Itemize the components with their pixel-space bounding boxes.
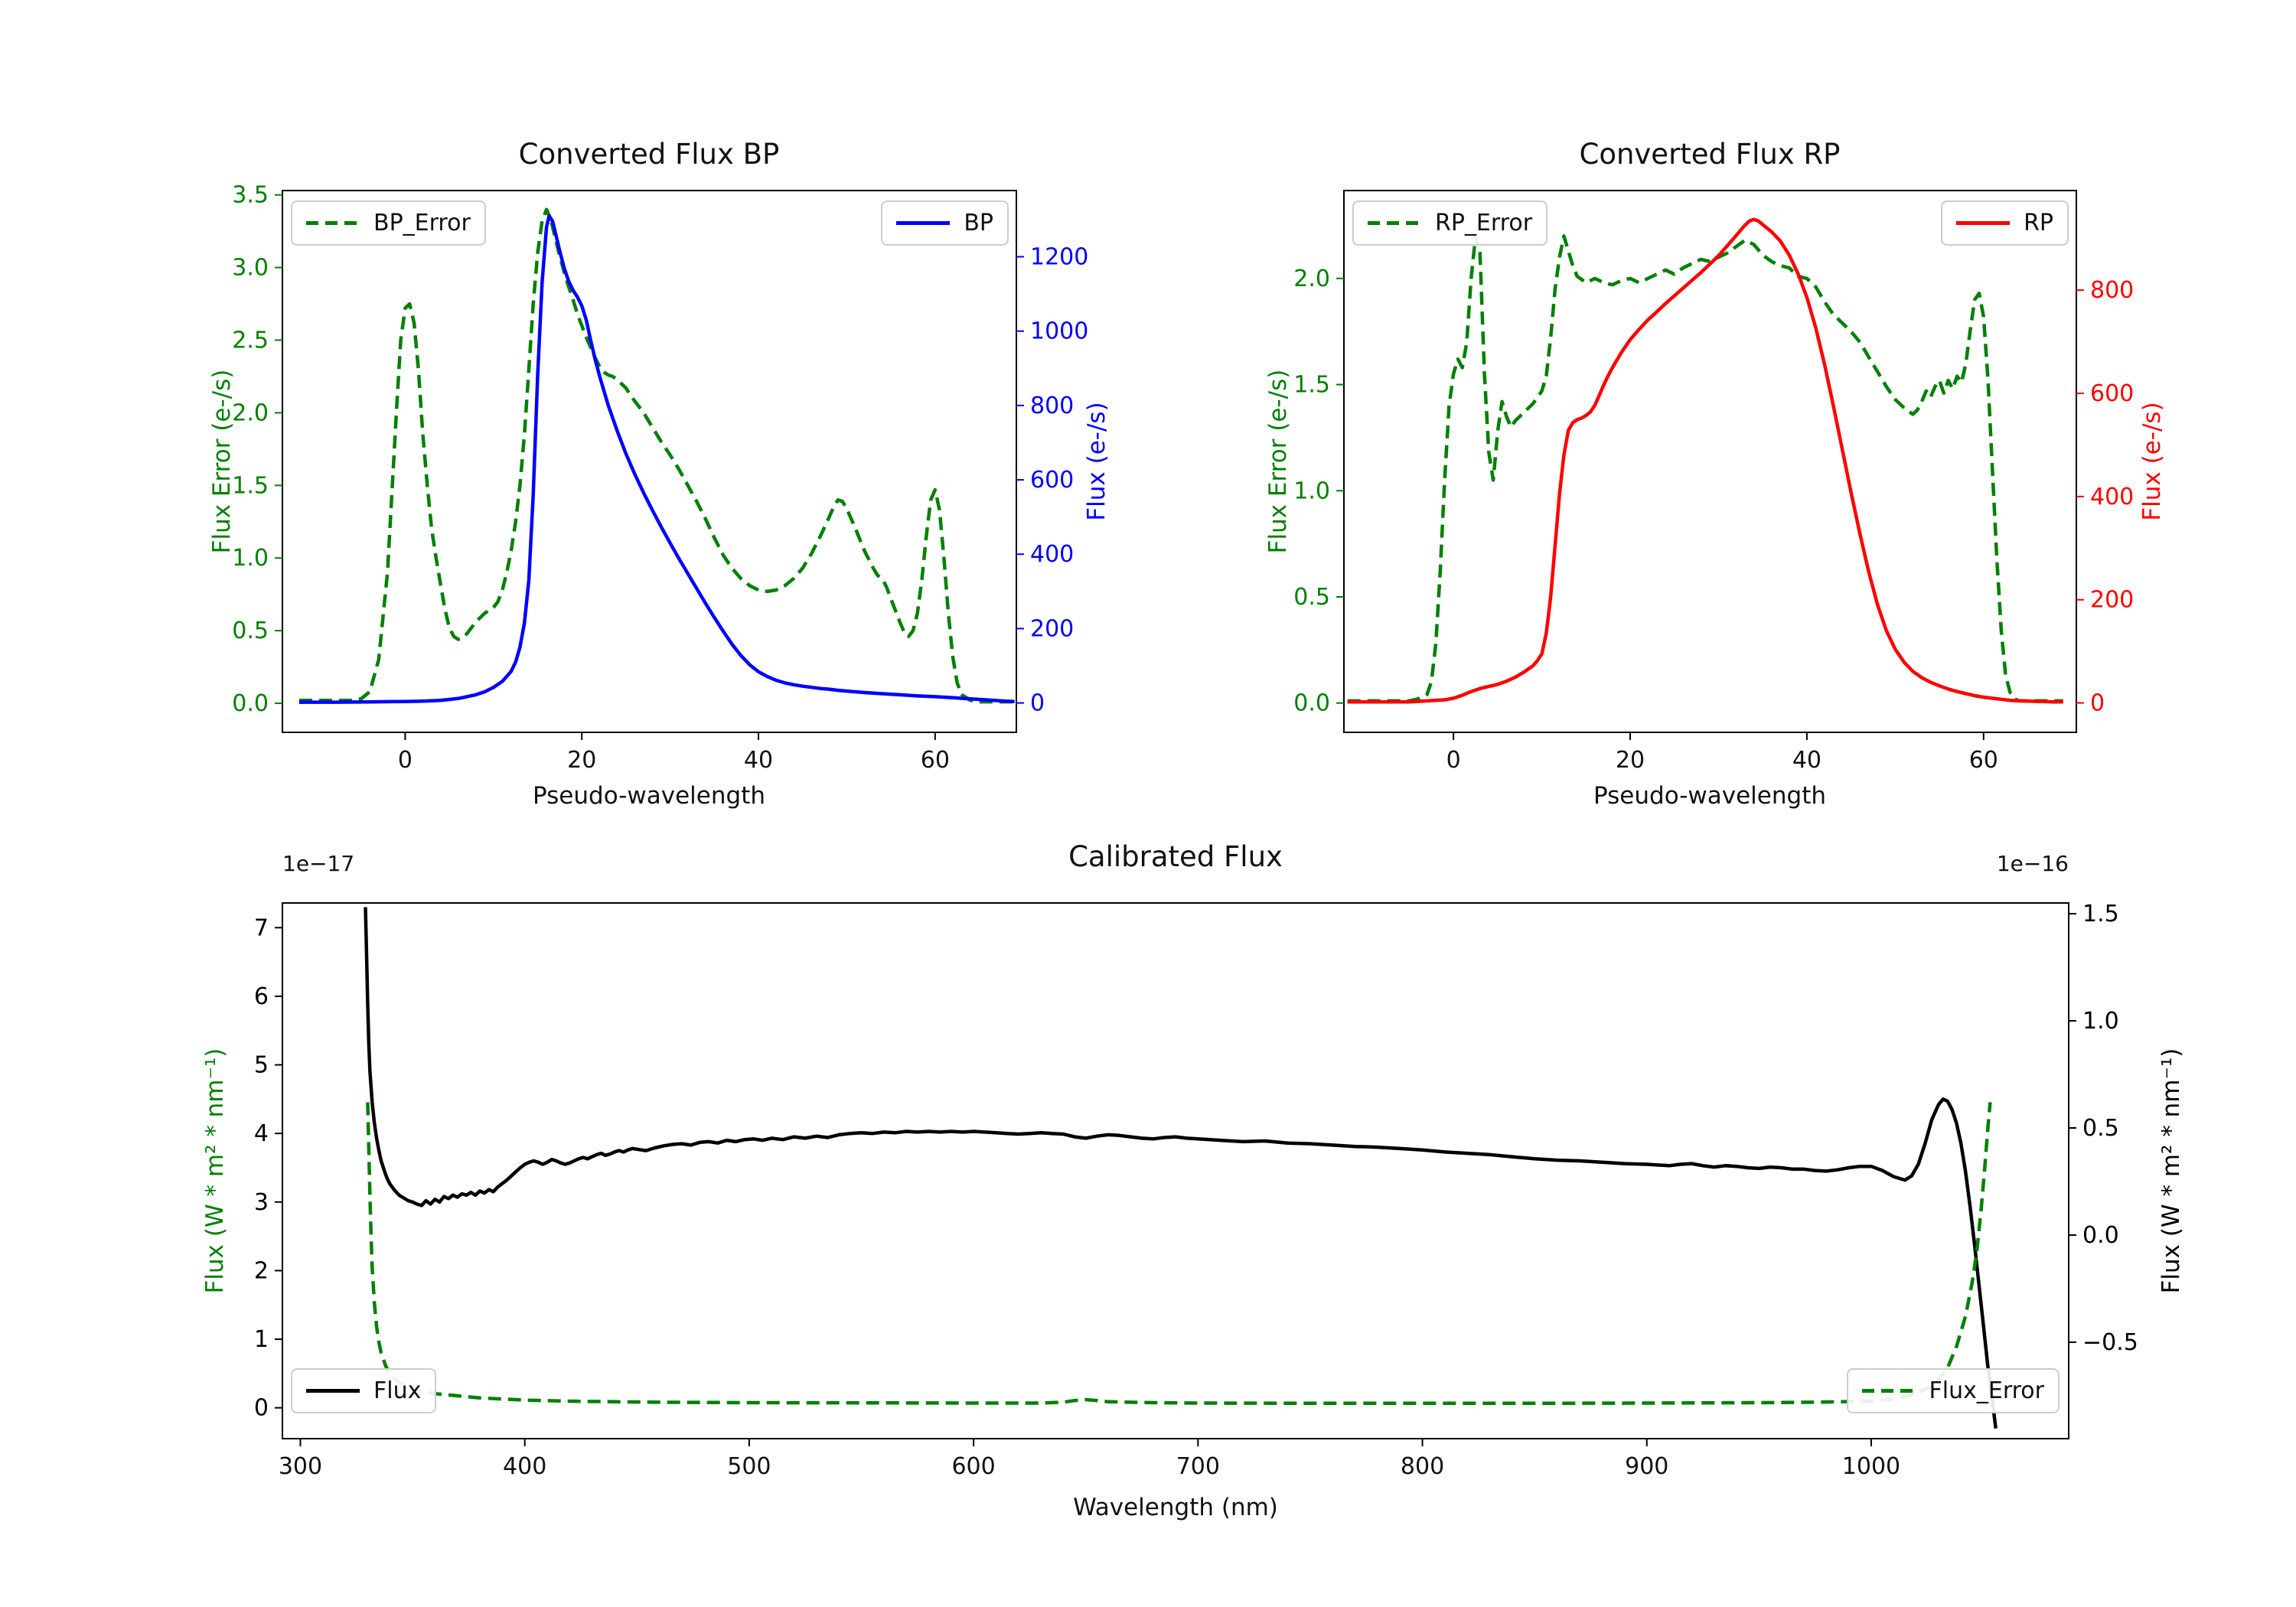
rp-left-y-tick-label: 0.0 — [1293, 690, 1330, 717]
bp-left-y-tick-label: 1.0 — [232, 545, 269, 572]
cal-left-offset-text: 1e−17 — [282, 851, 355, 876]
rp-right-y-tick-label: 0 — [2090, 690, 2105, 717]
bp-error-legend-line-icon — [306, 221, 360, 225]
flux-legend-line-icon — [306, 1389, 360, 1393]
rp-x-tick-label: 0 — [1446, 747, 1461, 774]
bp-right-y-tick-label: 400 — [1030, 541, 1074, 568]
cal-right-y-tick-label: 1.0 — [2082, 1008, 2119, 1035]
rp-left-y-tick-label: 2.0 — [1293, 266, 1330, 292]
cal-right-y-tick-label: 1.5 — [2082, 901, 2119, 927]
series-line-flux_error — [366, 1102, 1992, 1406]
cal-x-tick-label: 300 — [279, 1453, 322, 1480]
rp-error-legend: RP_Error — [1352, 200, 1548, 246]
bp-right-y-tick-label: 1000 — [1030, 318, 1088, 345]
rp-error-legend-line-icon — [1368, 221, 1421, 225]
cal-left-y-tick-label: 0 — [254, 1395, 269, 1422]
rp-right-y-tick-label: 800 — [2090, 277, 2134, 304]
bp-error-legend-label: BP_Error — [373, 210, 471, 236]
cal-left-y-tick-label: 2 — [254, 1257, 269, 1284]
cal-right-y-tick-label: −0.5 — [2082, 1329, 2138, 1356]
flux-error-legend-label: Flux_Error — [1929, 1377, 2044, 1404]
cal-xlabel: Wavelength (nm) — [1073, 1494, 1278, 1521]
rp-legend: RP — [1941, 200, 2069, 246]
series-line-rp — [1347, 217, 2063, 704]
cal-left-y-tick-label: 4 — [254, 1120, 269, 1147]
cal-x-tick-label: 600 — [951, 1453, 995, 1480]
cal-x-tick-label: 400 — [503, 1453, 546, 1480]
series-line-rp_error — [1347, 234, 2063, 703]
bp-legend: BP — [881, 200, 1009, 246]
bp-x-tick-label: 0 — [398, 747, 413, 774]
rp-left-y-tick-label: 0.5 — [1293, 584, 1330, 611]
cal-x-tick-label: 800 — [1401, 1453, 1444, 1480]
flux-error-legend-line-icon — [1861, 1389, 1916, 1393]
rp-legend-line-icon — [1956, 221, 2011, 225]
bp-legend-line-icon — [896, 221, 951, 225]
bp-x-tick-label: 60 — [921, 747, 950, 774]
bp-left-y-tick-label: 3.0 — [232, 255, 269, 282]
flux-legend-label: Flux — [373, 1377, 422, 1404]
rp-right-ylabel: Flux (e-/s) — [2138, 402, 2166, 521]
rp-error-legend-label: RP_Error — [1435, 210, 1533, 236]
flux-error-legend: Flux_Error — [1846, 1368, 2060, 1413]
rp-axes-frame — [1343, 190, 2077, 733]
bp-right-y-tick-label: 0 — [1030, 690, 1045, 717]
flux-legend: Flux — [291, 1368, 437, 1413]
rp-right-y-tick-label: 200 — [2090, 587, 2134, 614]
bp-error-legend: BP_Error — [291, 200, 486, 246]
cal-left-y-tick-label: 7 — [254, 914, 269, 941]
bp-right-y-tick-label: 200 — [1030, 615, 1074, 642]
bp-x-tick-label: 40 — [744, 747, 773, 774]
rp-left-ylabel: Flux Error (e-/s) — [1264, 369, 1292, 554]
rp-x-tick-label: 20 — [1616, 747, 1645, 774]
bp-xlabel: Pseudo-wavelength — [532, 782, 766, 810]
series-line-bp — [298, 214, 1015, 704]
cal-right-y-tick-label: 0.0 — [2082, 1222, 2119, 1249]
rp-left-y-tick-label: 1.0 — [1293, 478, 1330, 504]
cal-x-tick-label: 700 — [1176, 1453, 1220, 1480]
bp-right-ylabel: Flux (e-/s) — [1083, 402, 1110, 521]
rp-right-y-tick-label: 400 — [2090, 484, 2134, 510]
cal-left-y-tick-label: 1 — [254, 1326, 269, 1353]
cal-axes-frame — [282, 902, 2069, 1439]
rp-left-y-tick-label: 1.5 — [1293, 372, 1330, 399]
bp-legend-label: BP — [964, 210, 993, 236]
cal-x-tick-label: 900 — [1625, 1453, 1668, 1480]
cal-left-ylabel: Flux (W * m² * nm⁻¹) — [201, 1048, 229, 1294]
rp-xlabel: Pseudo-wavelength — [1593, 782, 1827, 810]
rp-x-tick-label: 60 — [1969, 747, 1998, 774]
rp-chart-title: Converted Flux RP — [1579, 138, 1841, 171]
bp-left-y-tick-label: 0.5 — [232, 618, 269, 644]
cal-right-offset-text: 1e−16 — [1996, 851, 2069, 876]
bp-left-y-tick-label: 2.0 — [232, 399, 269, 426]
bp-chart-title: Converted Flux BP — [518, 138, 780, 171]
cal-chart-title: Calibrated Flux — [1068, 840, 1283, 873]
bp-left-ylabel: Flux Error (e-/s) — [208, 369, 236, 554]
bp-x-tick-label: 20 — [567, 747, 596, 774]
bp-left-y-tick-label: 1.5 — [232, 472, 269, 499]
bp-right-y-tick-label: 600 — [1030, 467, 1074, 494]
bp-left-y-tick-label: 0.0 — [232, 690, 269, 717]
rp-right-y-tick-label: 600 — [2090, 380, 2134, 407]
cal-x-tick-label: 500 — [727, 1453, 771, 1480]
bp-left-y-tick-label: 2.5 — [232, 328, 269, 354]
bp-axes-frame — [282, 190, 1017, 733]
rp-x-tick-label: 40 — [1792, 747, 1821, 774]
rp-legend-label: RP — [2024, 210, 2053, 236]
cal-left-y-tick-label: 5 — [254, 1052, 269, 1079]
bp-right-y-tick-label: 800 — [1030, 393, 1074, 419]
cal-right-y-tick-label: 0.5 — [2082, 1115, 2119, 1142]
cal-left-y-tick-label: 6 — [254, 983, 269, 1010]
cal-left-y-tick-label: 3 — [254, 1189, 269, 1216]
bp-right-y-tick-label: 1200 — [1030, 243, 1088, 270]
series-line-bp_error — [298, 207, 1015, 704]
bp-left-y-tick-label: 3.5 — [232, 182, 269, 209]
cal-x-tick-label: 1000 — [1842, 1453, 1900, 1480]
cal-right-ylabel: Flux (W * m² * nm⁻¹) — [2157, 1048, 2185, 1294]
series-line-flux — [364, 907, 1998, 1429]
